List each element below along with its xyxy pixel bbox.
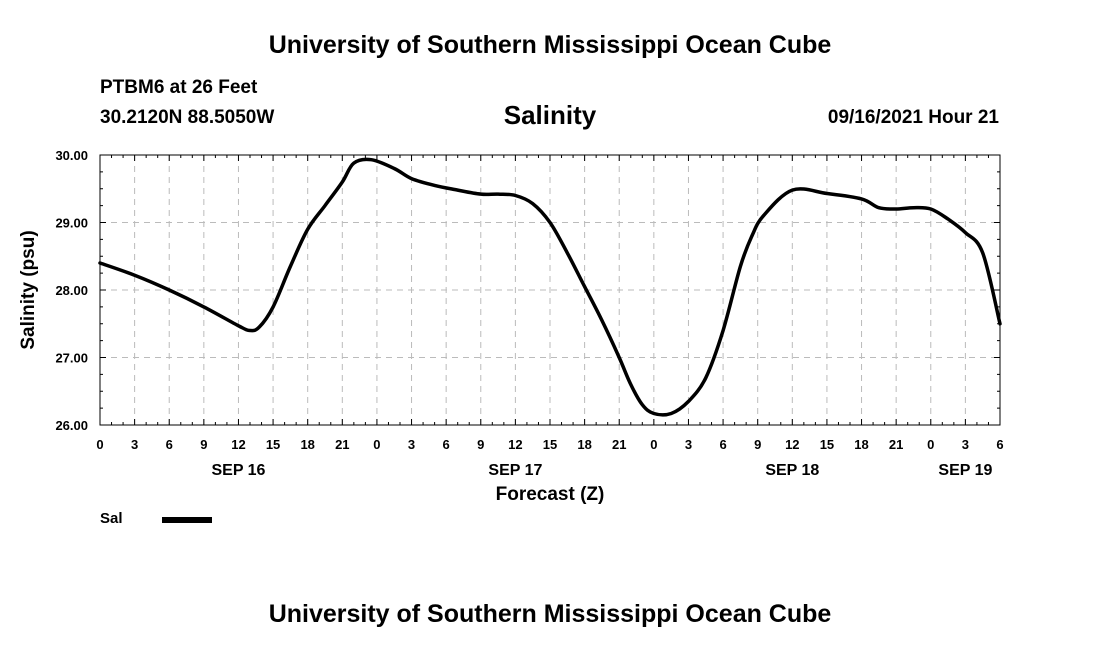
- label-layer: 0 3 6 9 12 15 18 21 0 3 6 9 12 15 18 21 0 3 6 9 12 15 18 21 0 3 6 2…: [55, 148, 1003, 479]
- x-tick-label: 6: [443, 437, 450, 452]
- x-tick-label: 6: [996, 437, 1003, 452]
- x-axis-title: Forecast (Z): [496, 484, 605, 505]
- page-title: University of Southern Mississippi Ocean…: [268, 31, 832, 59]
- y-tick-label: 29.00: [55, 216, 88, 231]
- station-label: PTBM6 at 26 Feet: [100, 77, 258, 98]
- x-tick-label: 12: [785, 437, 799, 452]
- day-label: SEP 16: [211, 462, 265, 479]
- x-tick-label: 0: [96, 437, 103, 452]
- x-tick-label: 15: [543, 437, 557, 452]
- x-tick-label: 12: [508, 437, 522, 452]
- x-tick-label: 3: [408, 437, 415, 452]
- x-tick-label: 21: [612, 437, 626, 452]
- x-tick-label: 9: [200, 437, 207, 452]
- y-axis-title: Salinity (psu): [18, 230, 39, 349]
- grid-layer: [100, 155, 1000, 425]
- tick-layer: [99, 154, 1001, 426]
- coordinates-label: 30.2120N 88.5050W: [100, 107, 275, 128]
- x-tick-label: 3: [685, 437, 692, 452]
- x-tick-label: 21: [335, 437, 349, 452]
- x-tick-label: 18: [854, 437, 868, 452]
- y-tick-label: 28.00: [55, 283, 88, 298]
- x-tick-label: 15: [820, 437, 834, 452]
- footer-title: University of Southern Mississippi Ocean…: [268, 600, 832, 628]
- x-tick-label: 18: [577, 437, 591, 452]
- y-tick-label: 26.00: [55, 418, 88, 433]
- x-tick-label: 0: [373, 437, 380, 452]
- x-tick-label: 9: [477, 437, 484, 452]
- x-tick-label: 6: [166, 437, 173, 452]
- x-tick-label: 3: [962, 437, 969, 452]
- salinity-series-line: [98, 157, 1002, 417]
- x-tick-label: 0: [927, 437, 934, 452]
- x-tick-label: 12: [231, 437, 245, 452]
- x-tick-label: 0: [650, 437, 657, 452]
- day-label: SEP 19: [938, 462, 992, 479]
- legend-line-swatch: [162, 517, 212, 523]
- x-tick-label: 21: [889, 437, 903, 452]
- y-tick-label: 27.00: [55, 351, 88, 366]
- timestamp-label: 09/16/2021 Hour 21: [827, 107, 999, 128]
- legend-label: Sal: [100, 510, 123, 527]
- day-label: SEP 17: [488, 462, 542, 479]
- x-tick-label: 15: [266, 437, 280, 452]
- x-tick-label: 18: [300, 437, 314, 452]
- day-label: SEP 18: [765, 462, 819, 479]
- chart-title: Salinity: [503, 100, 597, 130]
- x-tick-label: 3: [131, 437, 138, 452]
- x-tick-label: 9: [754, 437, 761, 452]
- x-tick-label: 6: [719, 437, 726, 452]
- y-tick-label: 30.00: [55, 148, 88, 163]
